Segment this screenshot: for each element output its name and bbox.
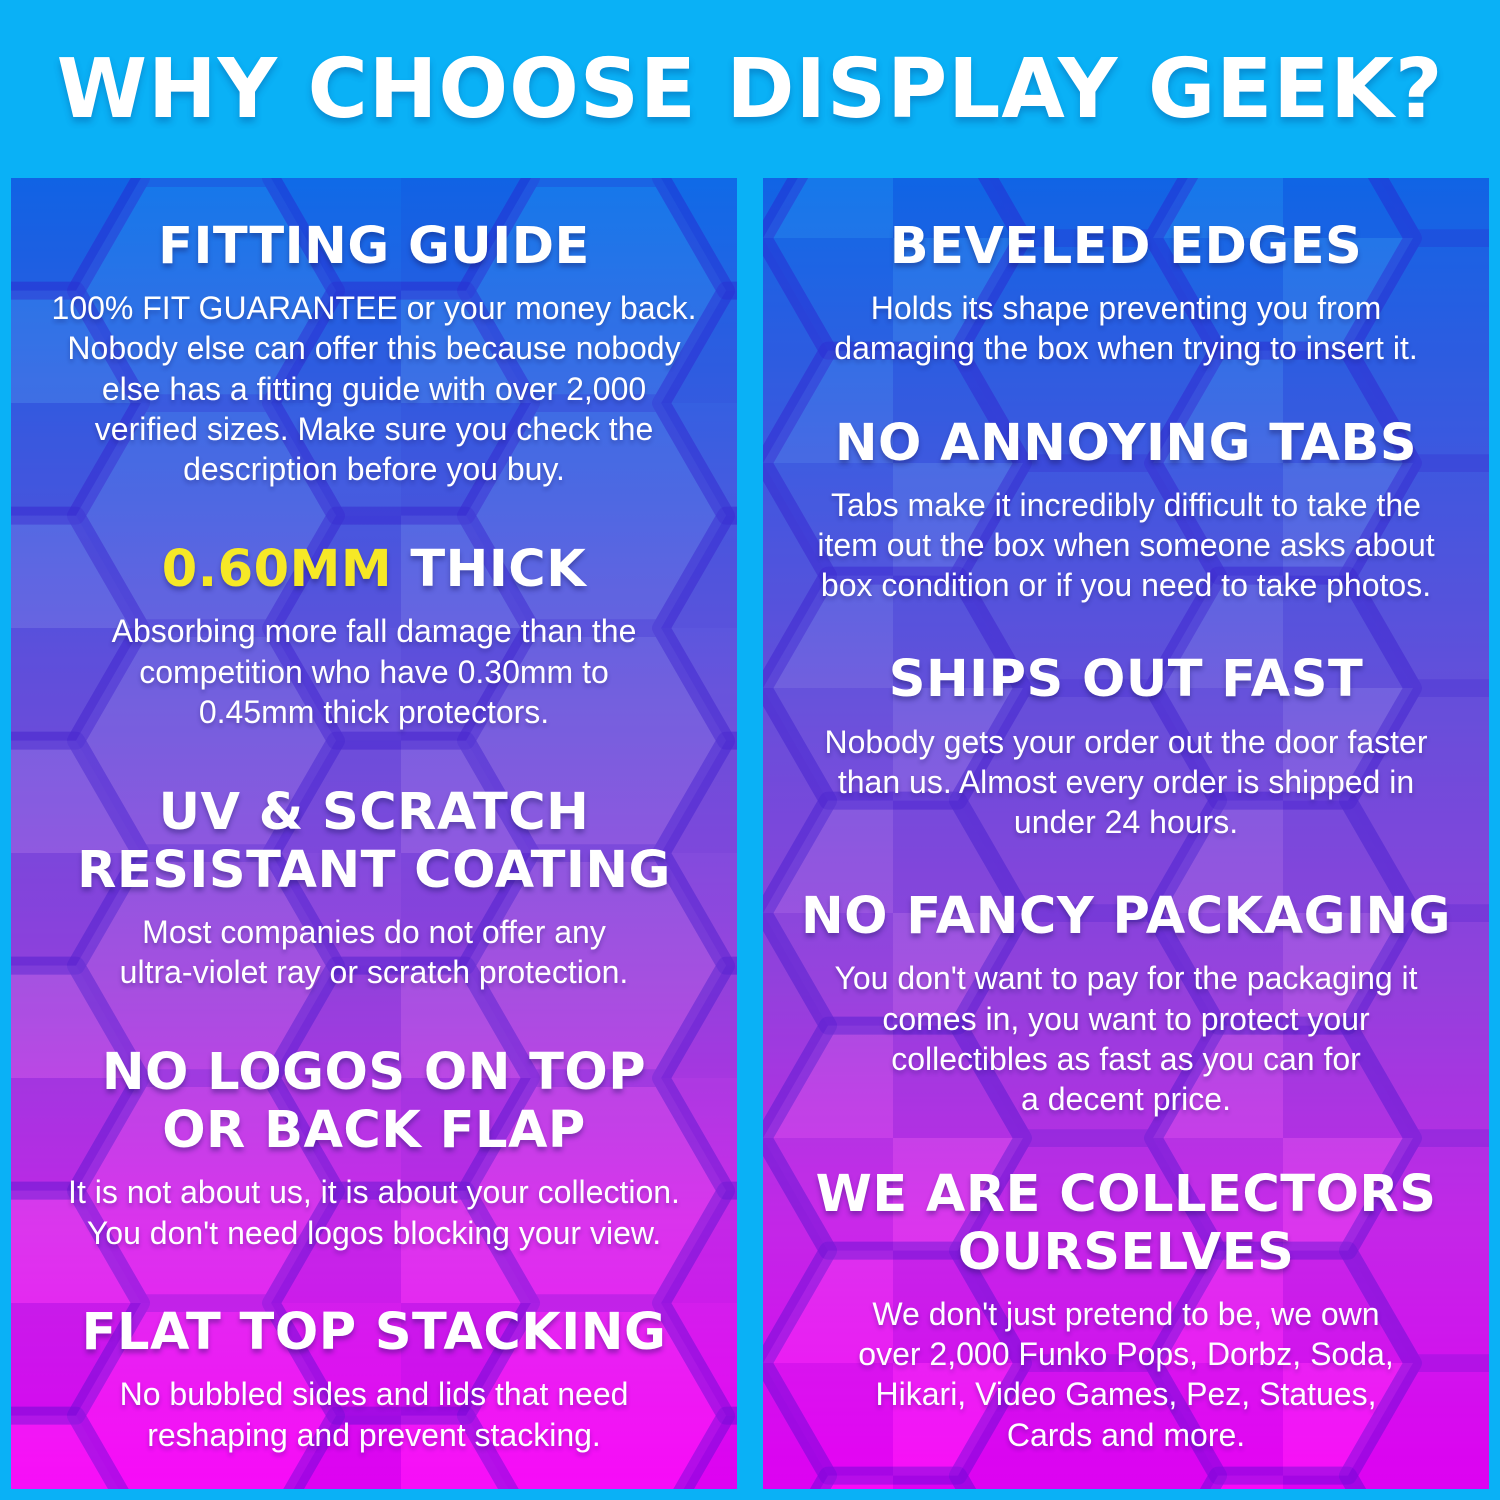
left-panel: FITTING GUIDE 100% FIT GUARANTEE or your… [11,178,737,1489]
title-banner: WHY CHOOSE DISPLAY GEEK? [0,0,1500,178]
section-heading: BEVELED EDGES [889,217,1363,276]
section-body: Nobody gets your order out the door fast… [824,723,1428,841]
section-fitting-guide: FITTING GUIDE 100% FIT GUARANTEE or your… [33,217,715,490]
section-uv-coating: UV & SCRATCH RESISTANT COATING Most comp… [33,782,715,993]
section-ships-fast: SHIPS OUT FAST Nobody gets your order ou… [785,651,1467,842]
section-no-logos: NO LOGOS ON TOP OR BACK FLAP It is not a… [33,1042,715,1253]
right-panel-content: BEVELED EDGES Holds its shape preventing… [763,178,1489,1489]
section-heading: FLAT TOP STACKING [81,1303,667,1363]
right-panel: BEVELED EDGES Holds its shape preventing… [763,178,1489,1489]
section-body: Holds its shape preventing you from dama… [834,290,1418,367]
section-body: No bubbled sides and lids that need resh… [119,1376,629,1453]
thickness-rest: THICK [392,540,587,600]
section-beveled-edges: BEVELED EDGES Holds its shape preventing… [785,217,1467,369]
section-heading: NO LOGOS ON TOP OR BACK FLAP [101,1042,647,1161]
section-no-packaging: NO FANCY PACKAGING You don't want to pay… [785,888,1467,1119]
section-collectors: WE ARE COLLECTORS OURSELVES We don't jus… [785,1164,1467,1456]
section-heading: 0.60MM THICK [33,541,715,599]
left-panel-content: FITTING GUIDE 100% FIT GUARANTEE or your… [11,178,737,1489]
section-heading: WE ARE COLLECTORS OURSELVES [815,1164,1437,1282]
section-thickness: 0.60MM THICK Absorbing more fall damage … [33,541,715,732]
section-body: 100% FIT GUARANTEE or your money back. N… [51,290,697,488]
section-heading: SHIPS OUT FAST [888,650,1364,710]
section-no-tabs: NO ANNOYING TABS Tabs make it incredibly… [785,413,1467,606]
section-heading: NO FANCY PACKAGING [800,887,1451,947]
thickness-highlight: 0.60MM [161,540,393,600]
section-body: Absorbing more fall damage than the comp… [111,613,637,730]
section-body: Most companies do not offer any ultra-vi… [119,913,629,991]
section-body: Tabs make it incredibly difficult to tak… [817,486,1435,604]
section-heading: FITTING GUIDE [158,217,590,276]
page-title: WHY CHOOSE DISPLAY GEEK? [56,41,1444,137]
feature-columns: FITTING GUIDE 100% FIT GUARANTEE or your… [11,178,1489,1489]
section-flat-top: FLAT TOP STACKING No bubbled sides and l… [33,1304,715,1455]
section-body: You don't want to pay for the packaging … [834,960,1418,1118]
section-body: It is not about us, it is about your col… [68,1174,680,1251]
section-heading: UV & SCRATCH RESISTANT COATING [77,782,671,900]
section-body: We don't just pretend to be, we own over… [858,1295,1394,1453]
section-heading: NO ANNOYING TABS [834,413,1418,473]
